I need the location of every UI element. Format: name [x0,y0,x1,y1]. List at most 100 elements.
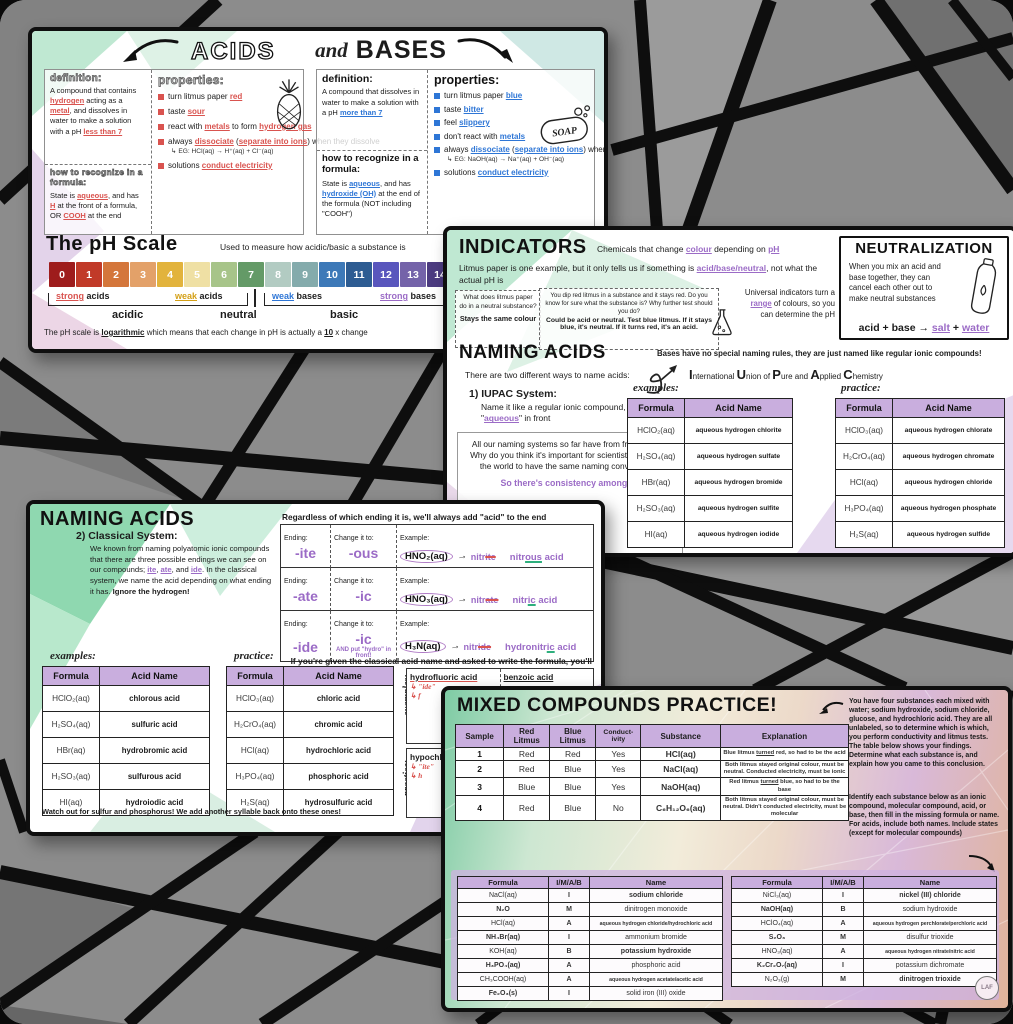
table-cell: H₃PO₄(aq) [835,495,893,522]
ph-square: 6 [211,262,237,287]
table-row: H₂CrO₄(aq) aqueous hydrogen chromate [835,443,1005,470]
column-header: Acid Name [684,398,793,418]
title-bases: BASES [355,35,447,64]
arrow-right-icon [457,38,513,63]
ph-square: 13 [400,262,426,287]
table-header-row: Formula I/M/A/B Name [457,876,723,889]
table-cell: Blue [503,777,551,796]
table-cell: HCl(aq) [457,916,549,931]
table-row: H₂S(aq) aqueous hydrogen sulfide [835,521,1005,548]
ph-square: 12 [373,262,399,287]
ending-cell: Ending: -ide [281,611,331,661]
table-header-row: Formula Acid Name [835,398,1005,418]
base-property: don't react with metals [434,132,594,141]
pineapple-icon [276,79,302,130]
base-property: always dissociate (separate into ions) w… [434,145,604,163]
table-cell: HBr(aq) [627,469,685,496]
table-cell: potassium hydroxide [589,944,723,959]
table-cell: Red [549,747,597,761]
litmus-answer: Stays the same colour [459,314,537,324]
table-cell: disulfur trioxide [863,930,997,945]
ph-square: 9 [292,262,318,287]
ph-square: 4 [157,262,183,287]
iupac-expansion: International Union of Pure and Applied … [689,367,883,382]
ph-scale-bar: 0 1 2 3 4 5 6 7 8 9 10 11 12 13 14 [49,262,454,287]
neutral-divider [254,289,256,307]
table-row: HI(aq) hydroiodic acid [42,789,210,816]
table-row: H₂CrO₄(aq) chromic acid [226,711,394,738]
column-header: Blue Litmus [549,724,597,748]
table-cell: phosphoric acid [589,958,723,973]
table-cell: phosphoric acid [283,763,394,790]
table-header-row: Formula Acid Name [42,666,210,686]
table-row: 1 Red Red Yes HCl(aq) Blue litmus turned red,… [454,747,849,761]
formula-pill: HNO₃(aq) [400,592,453,606]
table-cell: S₂O₃ [731,930,823,945]
table-cell: H₂S(aq) [835,521,893,548]
acid-dissociation-example: ↳ EG: HCl(aq) → H⁺(aq) + Cl⁻(aq) [171,148,274,155]
zone-basic: basic [330,309,359,321]
table-cell: NH₄Br(aq) [457,930,549,945]
table-cell: aqueous hydrogen chloride [892,469,1005,496]
table-cell: aqueous hydrogen chlorite [684,417,793,444]
table-cell: dinitrogen monoxide [589,902,723,917]
table-cell: Red litmus turned blue, so had to be the… [720,777,849,796]
hydro-note: AND put "hydro" in front! [335,647,392,659]
classical-system-heading: 2) Classical System: [76,530,178,542]
base-property: feel slippery [434,118,594,127]
column-header: Acid Name [892,398,1005,418]
backwards-practice-name: hypochl [410,752,442,762]
table-cell: M [822,972,864,987]
table-cell: HI(aq) [42,789,100,816]
table-cell: nickel (III) chloride [863,888,997,903]
indicators-tagline: Chemicals that change colour depending o… [597,244,780,254]
table-cell: Blue [549,777,597,796]
table-cell: N₂O [457,902,549,917]
table-cell: B [822,902,864,917]
table-cell: hydrochloric acid [283,737,394,764]
table-cell: Both litmus stayed original colour, must… [720,759,849,779]
column-header: Acid Name [283,666,394,686]
table-row: H₂S(aq) hydrosulfuric acid [226,789,394,816]
table-cell: I [548,888,590,903]
table-cell: NaOH(aq) [640,777,722,796]
ph-scale-subtitle: Used to measure how acidic/basic a subst… [220,242,406,252]
table-cell: HNO₃(aq) [731,944,823,959]
bases-panel: definition: A compound that dissolves in… [316,69,604,235]
zone-neutral: neutral [220,309,257,321]
column-header: I/M/A/B [548,876,590,889]
litmus-question-box: What does litmus paper do in a neutral s… [455,290,541,348]
title-acids-outline: ACIDS [190,37,274,65]
example-cell: Example: H₃N(aq) → nitride hydronitric acid [400,621,577,653]
table-cell: hydroiodic acid [99,789,210,816]
table-cell: chlorous acid [99,685,210,712]
table-row: HI(aq) aqueous hydrogen iodide [627,521,793,548]
sulfur-phosphorus-note: Watch out for sulfur and phosphorus! We … [42,807,341,816]
two-ways-line: There are two different ways to name aci… [465,370,630,380]
swirl-arrow-icon [646,365,677,394]
naming-acids-title: NAMING ACIDS [459,342,606,363]
table-cell: hydrosulfuric acid [283,789,394,816]
table-cell: hydrobromic acid [99,737,210,764]
litmus-question: What does litmus paper do in a neutral s… [459,294,537,310]
column-header: Name [589,876,723,889]
iupac-system-body: Name it like a regular ionic compound, b… [481,402,654,424]
ph-square: 11 [346,262,372,287]
column-header: Sample [454,724,505,748]
flask-icon [712,309,732,336]
indicators-litmus-line: Litmus paper is one example, but it only… [459,263,818,285]
change-cell: Change it to: -ous [331,525,397,568]
title-and: and [315,37,348,62]
classical-title: NAMING ACIDS [40,508,195,530]
blue-square-bullet [434,106,440,113]
blue-square-bullet [434,169,440,176]
arrow-left-icon [123,39,179,62]
curved-arrow-icon: → [455,592,468,606]
neutralization-equation: acid + base → salt + water [858,322,990,334]
litmus-question-box-2: You dip red litmus in a substance and it… [539,288,719,350]
table-cell: I [548,930,590,945]
